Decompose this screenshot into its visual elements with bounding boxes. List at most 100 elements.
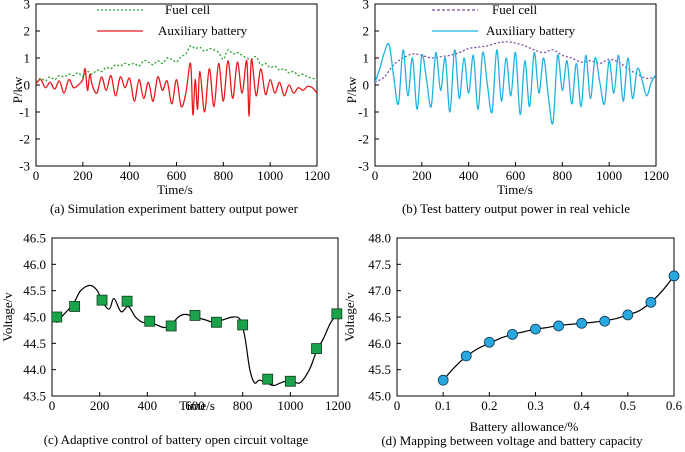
- panel-d-caption: (d) Mapping between voltage and battery …: [381, 433, 643, 448]
- panel-c-marker-square: [165, 320, 177, 332]
- panel-b-xtick-label: 600: [506, 168, 526, 183]
- panel-d-ytick-label: 48.0: [368, 231, 391, 246]
- panel-d-marker-circle: [668, 270, 680, 282]
- panel-c-ytick-label: 45.5: [23, 283, 46, 298]
- panel-c-marker-square: [96, 294, 108, 306]
- panel-c-xlabel: Time/s: [179, 398, 215, 413]
- panel-a-ytick-label: -3: [19, 159, 30, 174]
- panel-a-xtick-label: 1000: [257, 168, 283, 183]
- panel-b-caption: (b) Test battery output power in real ve…: [402, 201, 630, 216]
- panel-c-marker-square: [331, 308, 343, 320]
- legend-a-fuel-cell-label: Fuel cell: [165, 2, 211, 17]
- panel-a-caption: (a) Simulation experiment battery output…: [50, 201, 299, 216]
- panel-a-xtick-label: 600: [167, 168, 187, 183]
- panel-a-ylabel: P/kw: [10, 76, 25, 103]
- panel-b-ytick-label: 0: [363, 78, 370, 93]
- panel-c-marker-square: [211, 316, 222, 328]
- panel-b-ytick-label: -1: [358, 105, 369, 120]
- panel-b-ytick-label: -3: [358, 159, 369, 174]
- panel-a-xtick-label: 400: [120, 168, 140, 183]
- panel-c-marker-square: [144, 315, 156, 327]
- panel-d-xtick-label: 0.4: [574, 398, 591, 413]
- panel-d-marker-circle: [553, 320, 564, 332]
- panel-d-ytick-label: 45.5: [368, 362, 391, 377]
- panel-a-ytick-label: 0: [24, 78, 31, 93]
- panel-c-xtick-label: 400: [138, 398, 158, 413]
- panel-c-caption: (c) Adaptive control of battery open cir…: [44, 432, 309, 447]
- panel-b-ytick-label: 3: [363, 0, 370, 12]
- panel-d-ytick-label: 47.5: [368, 257, 391, 272]
- panel-c-xtick-label: 1000: [277, 398, 303, 413]
- panel-d-ytick-label: 46.5: [368, 310, 391, 325]
- panel-a-ytick-label: 1: [24, 51, 31, 66]
- panel-b-ylabel: P/kw: [344, 76, 359, 103]
- panel-c-ylabel: Voltage/v: [0, 292, 15, 342]
- panel-b-ytick-label: 1: [363, 51, 370, 66]
- panel-c-ytick-label: 44.5: [23, 336, 46, 351]
- panel-a-ytick-label: 3: [24, 0, 31, 12]
- panel-c-marker-square: [284, 375, 296, 387]
- legend-b-battery-label: Auxiliary battery: [486, 23, 576, 38]
- panel-a-xlabel: Time/s: [157, 182, 193, 197]
- panel-a-xtick-label: 800: [214, 168, 234, 183]
- panel-b-series-battery-line: [375, 42, 656, 125]
- panel-c-ytick-label: 46.5: [23, 231, 46, 246]
- panel-b-xtick-label: 1200: [643, 168, 669, 183]
- panel-d-marker-circle: [437, 374, 449, 386]
- panel-d-marker-circle: [622, 309, 634, 321]
- panel-a-xtick-label: 1200: [304, 168, 330, 183]
- panel-c-xtick-label: 1200: [325, 398, 351, 413]
- panel-d-ylabel: Voltage/v: [342, 292, 357, 342]
- panel-c: Voltage/v Time/s (c) Adaptive control of…: [0, 231, 351, 448]
- panel-d-xtick-label: 0.3: [527, 398, 543, 413]
- panel-b-xlabel: Time/s: [497, 182, 533, 197]
- panel-d-marker-circle: [645, 296, 657, 308]
- panel-b: P/kw Time/s (b) Test battery output powe…: [344, 0, 669, 216]
- panel-d-marker-circle: [530, 323, 541, 335]
- panel-a-ytick-label: -2: [19, 132, 30, 147]
- panel-c-ytick-label: 46.0: [23, 257, 46, 272]
- panel-c-xtick-label: 200: [90, 398, 110, 413]
- panel-a-xtick-label: 0: [33, 168, 40, 183]
- panel-c-ytick-label: 43.5: [23, 389, 46, 404]
- panel-a: P/kw Time/s (a) Simulation experiment ba…: [10, 0, 330, 216]
- panel-d-marker-circle: [507, 328, 518, 340]
- panel-c-ytick-label: 44.0: [23, 362, 46, 377]
- panel-c-xtick-label: 800: [233, 398, 253, 413]
- panel-d-xtick-label: 0.2: [481, 398, 497, 413]
- panel-c-ytick-label: 45.0: [23, 310, 46, 325]
- panel-d-ytick-label: 46.0: [368, 336, 391, 351]
- panel-c-marker-square: [121, 295, 133, 307]
- panel-a-ytick-label: 2: [24, 24, 31, 39]
- panel-d-ytick-label: 45.0: [368, 389, 391, 404]
- panel-c-marker-square: [311, 343, 322, 355]
- panel-d-marker-circle: [460, 350, 472, 362]
- panel-d: Voltage/v Battery allowance/% (d) Mappin…: [342, 231, 683, 449]
- panel-a-ytick-label: -1: [19, 105, 30, 120]
- panel-d-xtick-label: 0.6: [666, 398, 683, 413]
- panel-d-xtick-label: 0.5: [620, 398, 636, 413]
- panel-d-xtick-label: 0: [394, 398, 401, 413]
- panel-b-xtick-label: 800: [553, 168, 573, 183]
- panel-a-series-fuel-cell-line: [36, 45, 317, 83]
- panel-c-marker-square: [69, 301, 81, 312]
- panel-b-xtick-label: 200: [412, 168, 432, 183]
- panel-c-marker-square: [262, 373, 274, 385]
- panel-c-xtick-label: 600: [185, 398, 205, 413]
- legend-a-battery-label: Auxiliary battery: [158, 23, 248, 38]
- panel-d-marker-circle: [576, 317, 588, 329]
- panel-d-marker-circle: [483, 336, 495, 348]
- panel-d-marker-circle: [599, 315, 611, 327]
- panel-b-xtick-label: 1000: [596, 168, 622, 183]
- panel-c-marker-square: [189, 310, 201, 321]
- panel-d-ytick-label: 47.0: [368, 283, 391, 298]
- panel-c-xtick-label: 0: [49, 398, 56, 413]
- panel-b-xtick-label: 400: [459, 168, 479, 183]
- panel-c-marker-square: [51, 311, 63, 323]
- panel-d-xlabel: Battery allowance/%: [470, 419, 579, 434]
- legend-b-fuel-cell-label: Fuel cell: [492, 2, 538, 17]
- panel-b-xtick-label: 0: [372, 168, 379, 183]
- panel-a-series-battery-line: [36, 58, 317, 117]
- panel-b-ytick-label: -2: [358, 132, 369, 147]
